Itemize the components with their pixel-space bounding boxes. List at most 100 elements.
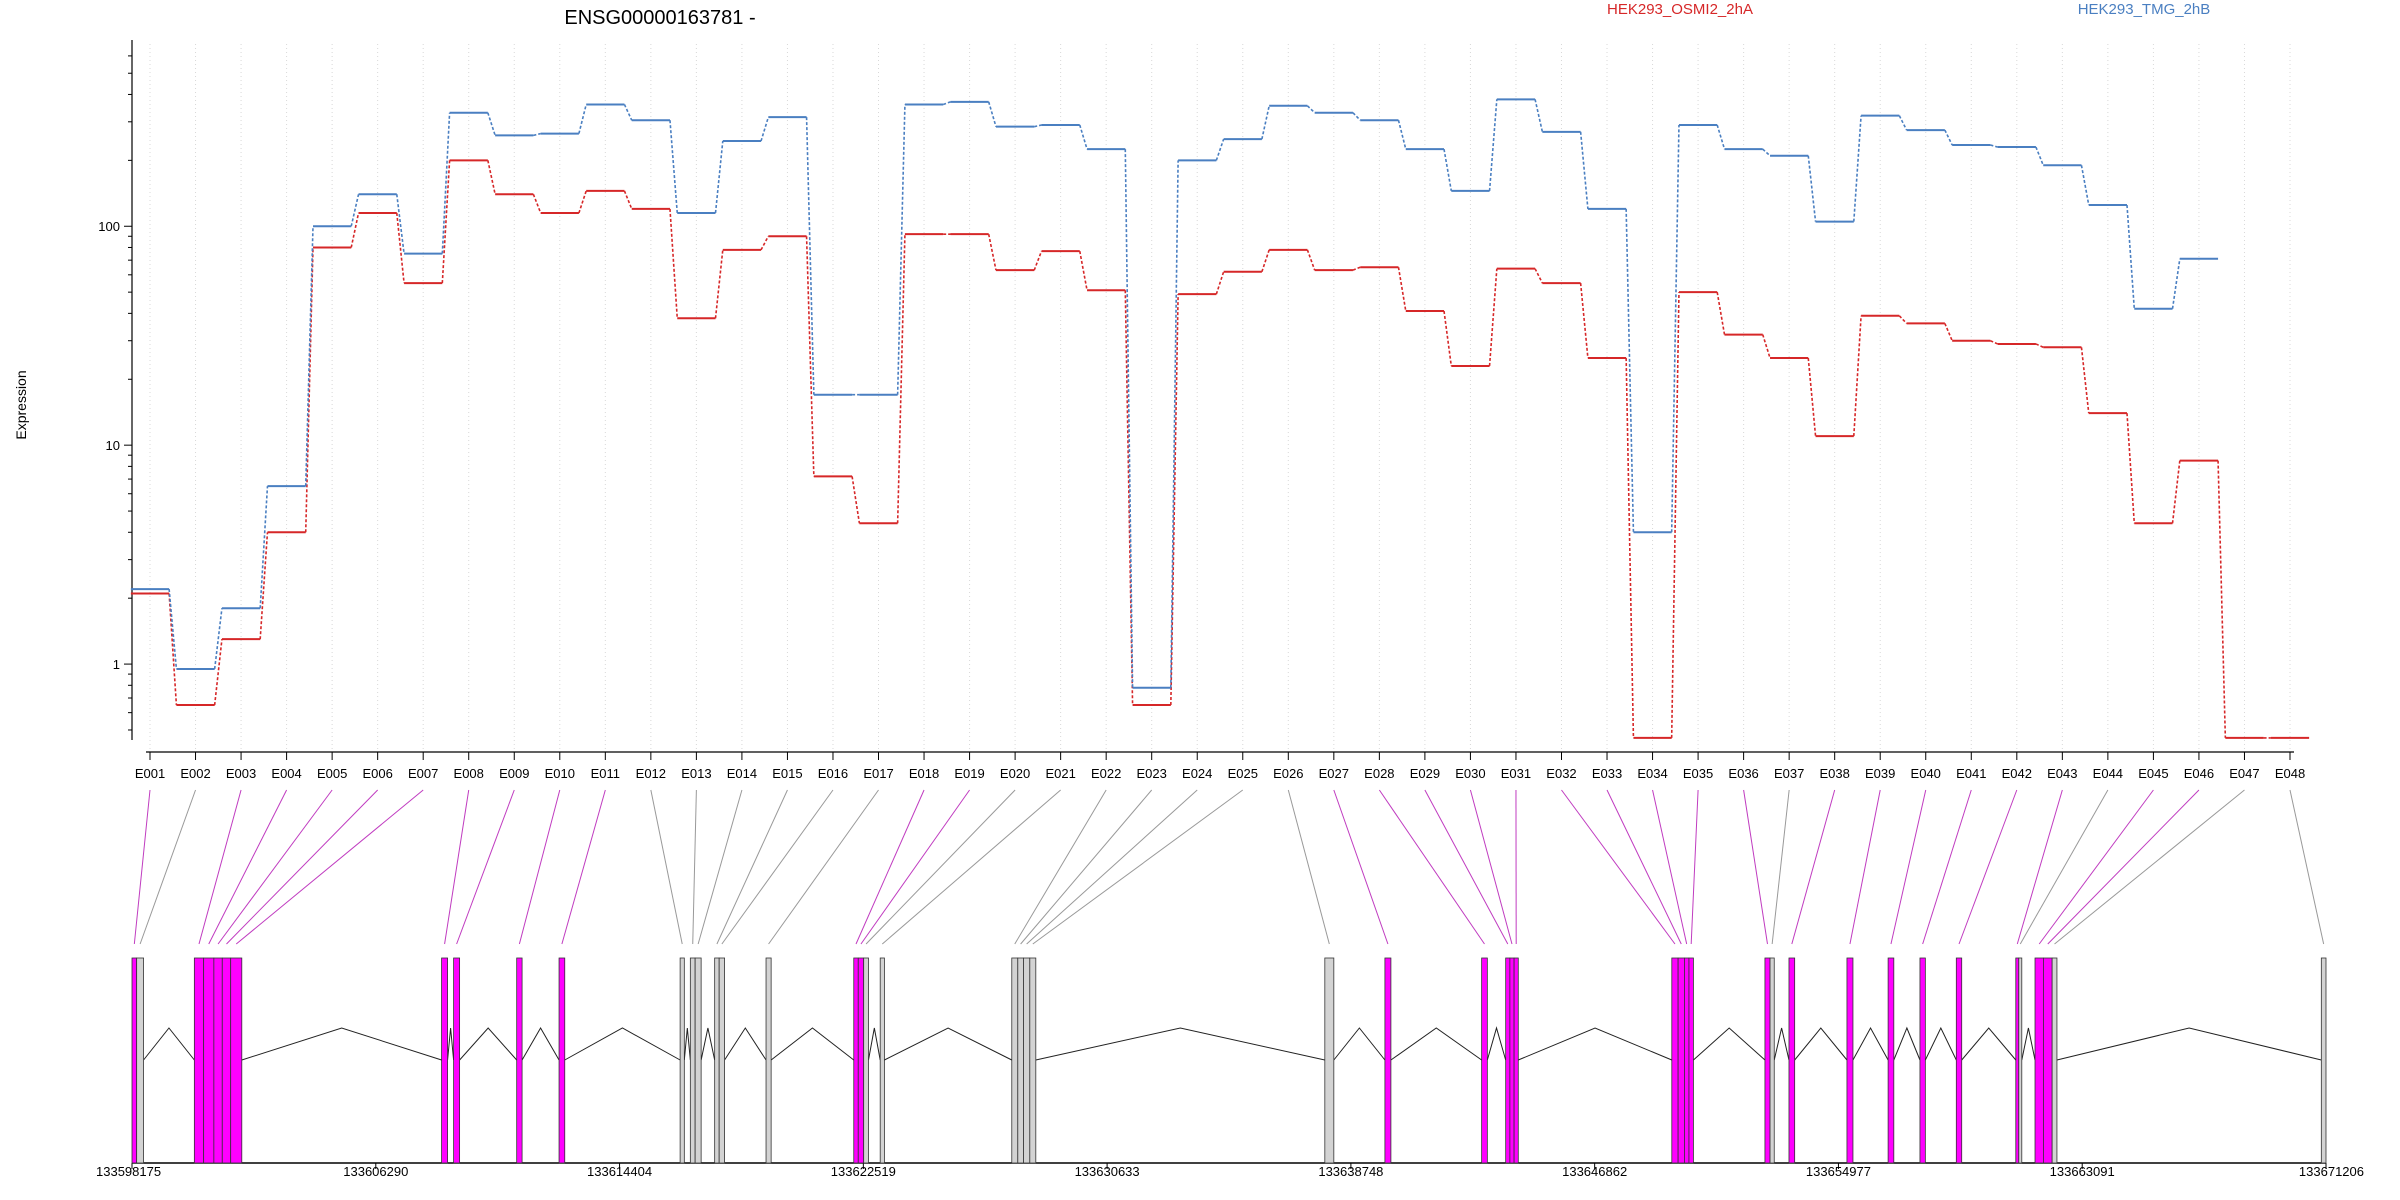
exon-connector-E044 [2019, 789, 2109, 945]
exon-connector-E035 [1690, 789, 1699, 945]
series-connector [623, 104, 633, 121]
intron-line [1794, 1027, 1848, 1061]
exon-connector-E017 [768, 789, 879, 945]
exon-box-E007 [230, 957, 243, 1164]
series-connector [760, 235, 770, 251]
intron-line [1893, 1026, 1921, 1061]
exon-connector-E018 [855, 789, 925, 945]
series-1 [130, 98, 2219, 689]
exon-connector-E015 [716, 789, 788, 945]
x-tick-label-E048: E048 [2275, 766, 2305, 781]
exon-connector-E005 [217, 789, 333, 945]
exon-connector-E013 [692, 789, 697, 945]
series-connector [1579, 283, 1589, 359]
series-connector [1853, 115, 1862, 222]
series-connector [1078, 124, 1088, 150]
exon-box-E043 [2015, 957, 2020, 1164]
x-tick-label-E017: E017 [863, 766, 893, 781]
series-connector [851, 476, 861, 524]
series-connector [1944, 323, 1953, 342]
exon-connector-E014 [697, 789, 743, 945]
exon-connector-E002 [139, 789, 197, 945]
exon-box-E005 [213, 957, 223, 1164]
coordinate-label-133598175: 133598175 [96, 1164, 161, 1179]
series-connector [350, 194, 360, 227]
intron-line [770, 1027, 855, 1061]
series-connector [1807, 155, 1817, 222]
series-connector [1352, 266, 1361, 271]
x-tick-label-E025: E025 [1228, 766, 1258, 781]
series-connector [304, 226, 314, 487]
intron-line [2021, 1027, 2036, 1061]
exon-box-E016 [718, 957, 725, 1164]
exon-connector-E010 [518, 789, 561, 945]
x-tick-label-E009: E009 [499, 766, 529, 781]
x-tick-label-E036: E036 [1728, 766, 1758, 781]
exon-box-E045 [2034, 957, 2044, 1164]
series-connector [1170, 160, 1179, 688]
exon-box-E024 [1023, 957, 1031, 1164]
series-connector [896, 234, 906, 524]
intron-line [867, 1027, 881, 1061]
intron-line [143, 1027, 195, 1061]
intron-line [564, 1027, 681, 1061]
exon-box-E044 [2018, 957, 2023, 1164]
exon-connector-E022 [1014, 789, 1107, 945]
exon-box-E038 [1788, 957, 1796, 1164]
exon-connector-E033 [1606, 789, 1682, 945]
exon-connector-E009 [456, 789, 515, 945]
gene-model: 133598175 133606290 133614404 133622519 1336… [96, 957, 2364, 1179]
series-connector [669, 120, 679, 214]
exon-box-E022 [1011, 957, 1019, 1164]
exon-connector-E028 [1378, 789, 1485, 945]
series-connector [1443, 149, 1453, 192]
x-tick-label-E023: E023 [1137, 766, 1167, 781]
exon-connector-E008 [444, 789, 470, 945]
exon-connector-E040 [1890, 789, 1927, 945]
x-tick-label-E014: E014 [727, 766, 757, 781]
series-connector [213, 608, 223, 670]
series-connector [1261, 105, 1270, 140]
exon-connector-E006 [226, 789, 379, 945]
exon-box-E014 [694, 957, 702, 1164]
series-connector [578, 104, 587, 134]
coordinate-label-133614404: 133614404 [587, 1164, 652, 1179]
series-connector [350, 212, 360, 248]
exon-box-E015 [714, 957, 720, 1164]
series-connector [896, 104, 906, 395]
exon-connector-E026 [1287, 789, 1330, 945]
series-connector [1306, 105, 1316, 114]
exon-box-E001 [131, 957, 138, 1164]
exon-box-E013 [689, 957, 696, 1164]
x-tick-label-E038: E038 [1819, 766, 1849, 781]
x-tick-label-E032: E032 [1546, 766, 1576, 781]
x-tick-label-E035: E035 [1683, 766, 1713, 781]
series-connector [532, 193, 542, 214]
exon-connector-E043 [2016, 789, 2063, 945]
exon-connector-E034 [1652, 789, 1688, 945]
exon-box-E034 [1684, 957, 1690, 1164]
series-connector [669, 208, 679, 319]
series-0 [130, 159, 2310, 739]
x-tick-label-E034: E034 [1637, 766, 1667, 781]
coordinate-label-133646862: 133646862 [1562, 1164, 1627, 1179]
intron-line [1773, 1027, 1790, 1061]
exon-box-E004 [203, 957, 215, 1164]
series-connector [1215, 271, 1225, 295]
series-connector [1534, 99, 1544, 132]
exon-connectors [133, 789, 2325, 945]
series-connector [441, 112, 451, 254]
x-tick-label-E030: E030 [1455, 766, 1485, 781]
x-tick-label-E005: E005 [317, 766, 347, 781]
x-tick-label-E043: E043 [2047, 766, 2077, 781]
intron-line [1518, 1027, 1672, 1061]
x-tick-label-E040: E040 [1911, 766, 1941, 781]
series-connector [1352, 112, 1361, 121]
x-tick-label-E045: E045 [2138, 766, 2168, 781]
chart-title: ENSG00000163781 - [564, 7, 755, 29]
x-tick-label-E041: E041 [1956, 766, 1986, 781]
exon-connector-E003 [198, 789, 242, 945]
exon-connector-E001 [133, 789, 151, 945]
series-lines [130, 98, 2310, 739]
